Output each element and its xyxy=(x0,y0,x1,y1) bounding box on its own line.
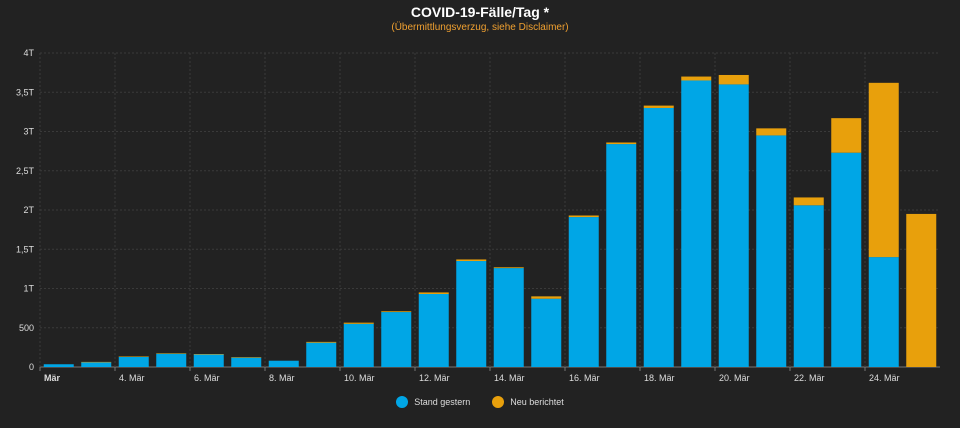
x-tick-label: 4. Mär xyxy=(119,373,145,383)
bar-neu-berichtet xyxy=(906,213,937,367)
bar-stand-gestern xyxy=(418,293,449,367)
x-tick-label: Mär xyxy=(44,373,61,383)
y-tick-label: 2,5T xyxy=(16,166,35,176)
bar-stand-gestern xyxy=(568,217,599,367)
x-tick-label: 14. Mär xyxy=(494,373,525,383)
y-tick-label: 4T xyxy=(23,48,34,58)
x-tick-label: 24. Mär xyxy=(869,373,900,383)
y-tick-label: 1T xyxy=(23,284,34,294)
legend-label-neu: Neu berichtet xyxy=(510,397,564,407)
legend-swatch-neu xyxy=(492,396,505,408)
legend: Stand gestern Neu berichtet xyxy=(0,396,960,408)
bar-neu-berichtet xyxy=(868,82,899,258)
x-tick-label: 8. Mär xyxy=(269,373,295,383)
x-tick-label: 20. Mär xyxy=(719,373,750,383)
y-tick-label: 1,5T xyxy=(16,244,35,254)
bar-stand-gestern xyxy=(268,360,299,367)
bar-neu-berichtet xyxy=(118,356,149,357)
x-tick-label: 22. Mär xyxy=(794,373,825,383)
bar-neu-berichtet xyxy=(381,311,412,313)
bar-stand-gestern xyxy=(831,152,862,367)
bar-stand-gestern xyxy=(681,80,712,367)
bar-stand-gestern xyxy=(456,261,487,367)
chart-subtitle: (Übermittlungsverzug, siehe Disclaimer) xyxy=(391,22,569,33)
y-tick-label: 3T xyxy=(23,127,34,137)
bar-stand-gestern xyxy=(606,144,637,367)
bar-neu-berichtet xyxy=(418,292,449,294)
bar-stand-gestern xyxy=(531,298,562,367)
bars-layer xyxy=(43,74,937,368)
y-tick-label: 3,5T xyxy=(16,87,35,97)
bar-stand-gestern xyxy=(756,135,787,367)
bar-stand-gestern xyxy=(718,84,749,368)
bar-neu-berichtet xyxy=(81,361,112,363)
bar-stand-gestern xyxy=(118,356,149,367)
bar-stand-gestern xyxy=(193,354,224,367)
bar-stand-gestern xyxy=(306,342,337,367)
bar-stand-gestern xyxy=(381,312,412,367)
bar-neu-berichtet xyxy=(718,74,749,85)
bar-neu-berichtet xyxy=(643,105,674,108)
legend-label-stand: Stand gestern xyxy=(414,397,471,407)
bar-neu-berichtet xyxy=(493,267,524,269)
bar-stand-gestern xyxy=(231,357,262,367)
bar-stand-gestern xyxy=(868,257,899,367)
bar-stand-gestern xyxy=(493,268,524,367)
bar-neu-berichtet xyxy=(756,128,787,136)
bar-stand-gestern xyxy=(43,364,74,367)
bar-neu-berichtet xyxy=(231,357,262,358)
bar-neu-berichtet xyxy=(343,322,374,324)
bar-neu-berichtet xyxy=(606,142,637,145)
axis-layer: 0 500 1T 1,5T 2T 2,5T 3T 3,5T 4T Mär 4. Mär 6. Mär 8… xyxy=(16,48,900,383)
x-tick-label: 12. Mär xyxy=(419,373,450,383)
bar-neu-berichtet xyxy=(793,197,824,206)
y-tick-label: 2T xyxy=(23,205,34,215)
bar-neu-berichtet xyxy=(456,259,487,262)
chart-title: COVID-19-Fälle/Tag * xyxy=(410,4,550,20)
y-tick-label: 0 xyxy=(29,362,34,372)
bar-neu-berichtet xyxy=(568,215,599,218)
legend-item-neu[interactable]: Neu berichtet xyxy=(492,396,564,408)
legend-item-stand[interactable]: Stand gestern xyxy=(396,396,470,408)
bar-neu-berichtet xyxy=(681,76,712,81)
x-tick-label: 18. Mär xyxy=(644,373,675,383)
x-tick-label: 6. Mär xyxy=(194,373,220,383)
bar-neu-berichtet xyxy=(531,296,562,299)
x-tick-label: 16. Mär xyxy=(569,373,600,383)
legend-swatch-stand xyxy=(396,396,409,408)
grid-layer xyxy=(39,52,940,368)
bar-stand-gestern xyxy=(156,353,187,367)
bar-neu-berichtet xyxy=(193,354,224,355)
x-tick-label: 10. Mär xyxy=(344,373,375,383)
bar-neu-berichtet xyxy=(156,353,187,354)
bar-stand-gestern xyxy=(343,323,374,367)
bar-stand-gestern xyxy=(81,362,112,367)
y-tick-label: 500 xyxy=(19,323,34,333)
bar-stand-gestern xyxy=(643,107,674,367)
bar-neu-berichtet xyxy=(306,341,337,343)
bar-neu-berichtet xyxy=(831,118,862,153)
bar-stand-gestern xyxy=(793,205,824,367)
